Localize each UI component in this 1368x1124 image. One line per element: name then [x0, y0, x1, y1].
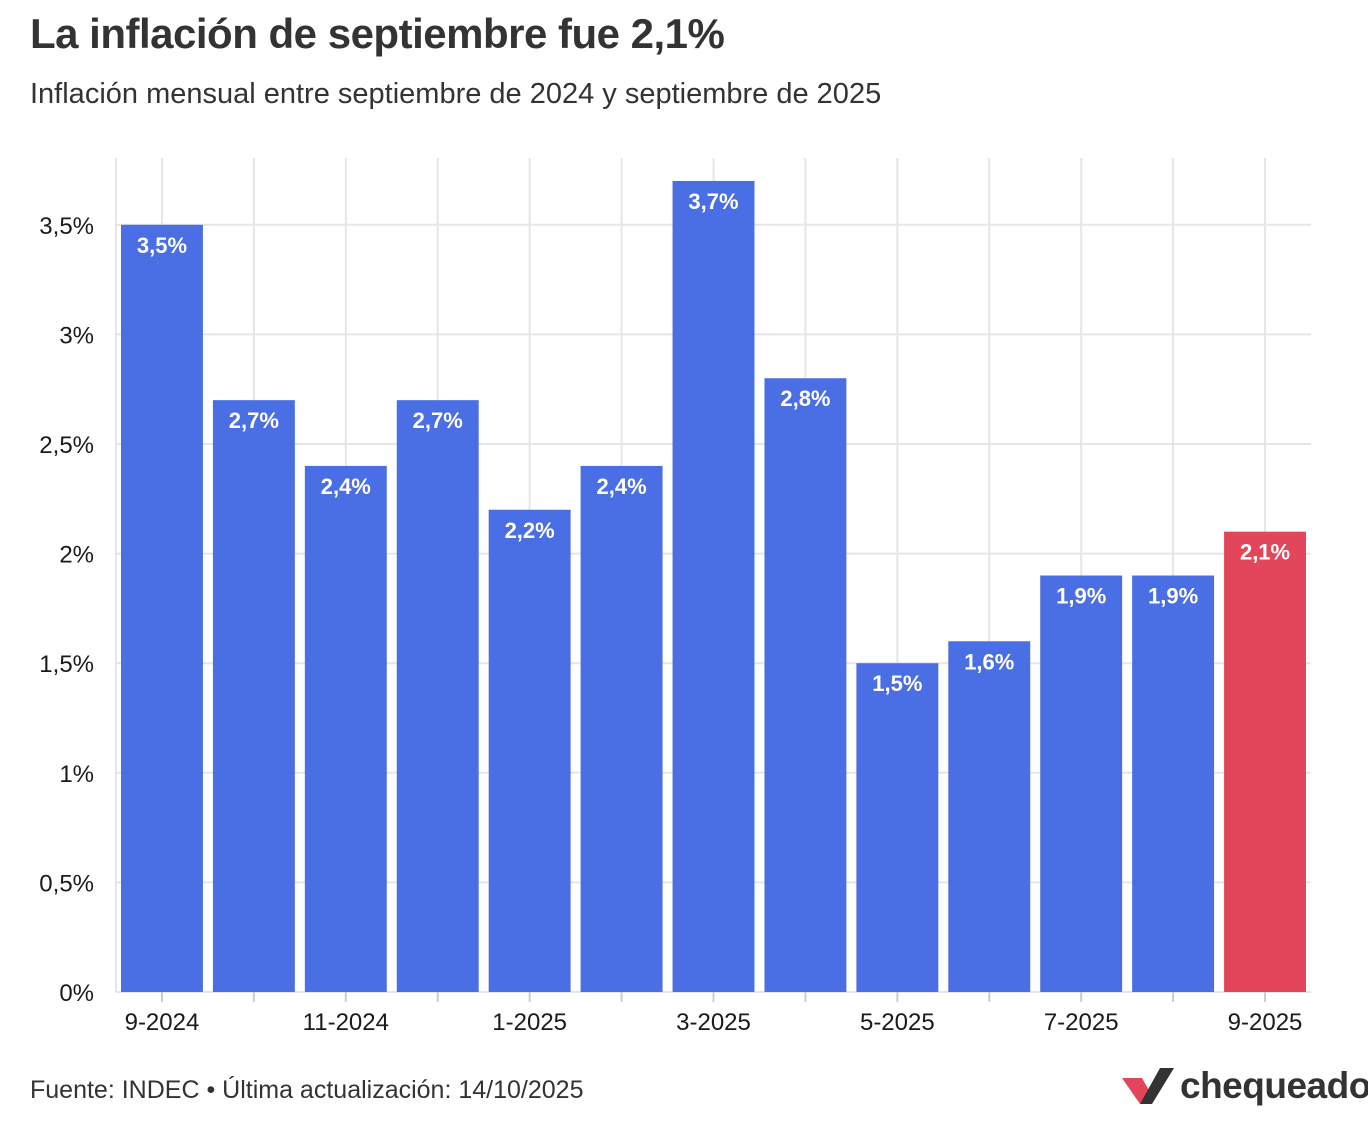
- bar-chart: 0% 0,5% 1% 1,5% 2% 2,5% 3% 3,5% 3,5% 2,7% 2,4% 2,7…: [39, 158, 1311, 1036]
- bar-9-2024: [121, 224, 203, 993]
- bar-value-label: 1,6%: [964, 649, 1014, 674]
- x-tick-label: 1-2025: [492, 1009, 567, 1036]
- bar-10-2024: [212, 400, 295, 992]
- bar-value-label: 1,5%: [872, 671, 922, 696]
- source-note: Fuente: INDEC • Última actualización: 14…: [30, 1076, 584, 1104]
- bars: [121, 180, 1306, 993]
- x-tick-label: 7-2025: [1044, 1009, 1119, 1036]
- bar-6-2025: [948, 641, 1031, 992]
- bar-value-label: 3,5%: [137, 233, 187, 258]
- bar-11-2024: [304, 465, 387, 992]
- y-tick-label: 2%: [59, 542, 94, 569]
- bar-2-2025: [580, 465, 663, 992]
- bar-1-2025: [488, 509, 571, 992]
- chequeado-logo-icon: [1122, 1068, 1174, 1104]
- bar-9-2025: [1224, 531, 1306, 992]
- bar-value-label: 2,2%: [505, 518, 555, 543]
- y-tick-label: 0,5%: [39, 870, 94, 897]
- bar-value-label: 2,7%: [229, 408, 279, 433]
- y-tick-label: 1,5%: [39, 651, 94, 678]
- x-tick-label: 9-2025: [1228, 1009, 1303, 1036]
- x-tick-label: 3-2025: [676, 1009, 751, 1036]
- y-axis: 0% 0,5% 1% 1,5% 2% 2,5% 3% 3,5%: [39, 213, 94, 1007]
- y-tick-label: 2,5%: [39, 432, 94, 459]
- bar-5-2025: [856, 663, 939, 992]
- bar-value-label: 2,7%: [413, 408, 463, 433]
- chart-subtitle: Inflación mensual entre septiembre de 20…: [30, 78, 882, 110]
- y-tick-label: 3,5%: [39, 213, 94, 240]
- y-tick-label: 1%: [59, 761, 94, 788]
- y-tick-label: 0%: [59, 980, 94, 1007]
- x-axis: 9-2024 11-2024 1-2025 3-2025 5-2025 7-2025 9-2…: [125, 992, 1303, 1036]
- x-tick-label: 9-2024: [125, 1009, 200, 1036]
- bar-value-label: 3,7%: [688, 189, 738, 214]
- data-labels: 3,5% 2,7% 2,4% 2,7% 2,2% 2,4% 3,7% 2,8% 1,5% 1,6%…: [137, 189, 1290, 696]
- bar-value-label: 2,4%: [596, 474, 646, 499]
- brand-logo: chequeado: [1122, 1062, 1368, 1110]
- bar-value-label: 1,9%: [1148, 584, 1198, 609]
- y-tick-label: 3%: [59, 322, 94, 349]
- bar-12-2024: [396, 400, 479, 992]
- bar-8-2025: [1132, 575, 1215, 992]
- bar-value-label: 2,1%: [1240, 540, 1290, 565]
- x-tick-label: 5-2025: [860, 1009, 935, 1036]
- chart-title: La inflación de septiembre fue 2,1%: [30, 10, 725, 57]
- bar-3-2025: [672, 180, 755, 992]
- bar-7-2025: [1040, 575, 1123, 992]
- logo-text: chequeado: [1180, 1065, 1368, 1106]
- bar-4-2025: [764, 378, 847, 992]
- bar-value-label: 2,8%: [780, 386, 830, 411]
- x-tick-label: 11-2024: [303, 1009, 389, 1036]
- bar-value-label: 2,4%: [321, 474, 371, 499]
- bar-value-label: 1,9%: [1056, 584, 1106, 609]
